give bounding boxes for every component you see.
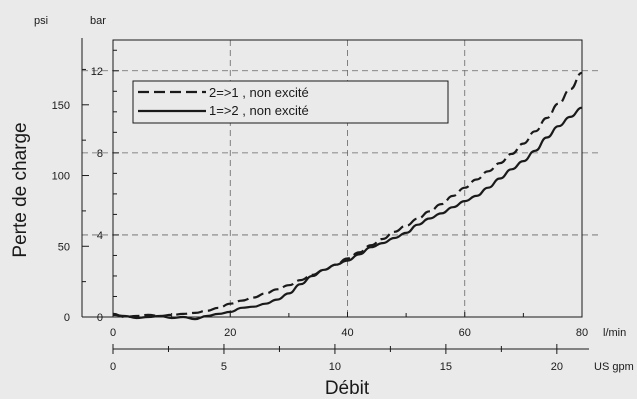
x-unit-gpm: US gpm bbox=[594, 361, 634, 373]
y-axis-title: Perte de charge bbox=[10, 122, 31, 257]
legend: 2=>1 , non excité 1=>2 , non excité bbox=[132, 80, 449, 124]
legend-label-2to1: 2=>1 , non excité bbox=[209, 85, 309, 100]
series-line-2to1-dashed bbox=[112, 71, 583, 319]
y-tick-label-psi-150: 150 bbox=[52, 100, 70, 112]
y-tick-label-bar-12: 12 bbox=[91, 66, 103, 78]
x-tick-label-lpm-0: 0 bbox=[110, 327, 116, 339]
y-unit-psi: psi bbox=[34, 15, 48, 27]
y-unit-bar: bar bbox=[90, 15, 106, 27]
x-tick-label-lpm-40: 40 bbox=[341, 327, 353, 339]
x-tick-label-lpm-20: 20 bbox=[224, 327, 236, 339]
y-tick-label-psi-100: 100 bbox=[52, 171, 70, 183]
x-tick-label-gpm-20: 20 bbox=[551, 361, 563, 373]
y-tick-label-bar-8: 8 bbox=[97, 148, 103, 160]
series-lines bbox=[112, 71, 583, 321]
x-tick-label-gpm-15: 15 bbox=[440, 361, 452, 373]
legend-label-1to2: 1=>2 , non excité bbox=[209, 103, 309, 118]
x-tick-label-gpm-10: 10 bbox=[329, 361, 341, 373]
x-tick-label-lpm-60: 60 bbox=[459, 327, 471, 339]
x-tick-label-gpm-5: 5 bbox=[221, 361, 227, 373]
x-unit-lpm: l/min bbox=[603, 327, 626, 339]
x-axis-title: Débit bbox=[325, 378, 370, 399]
y-tick-label-bar-0: 0 bbox=[97, 312, 103, 324]
series-line-1to2-solid bbox=[112, 106, 583, 321]
axes: 0 4 8 12 0 50 100 150 0 20 40 60 80 0 5 10 15 20 bbox=[52, 38, 589, 373]
y-tick-label-psi-50: 50 bbox=[58, 241, 70, 253]
y-tick-label-psi-0: 0 bbox=[64, 312, 70, 324]
x-tick-label-lpm-80: 80 bbox=[576, 327, 588, 339]
y-tick-label-bar-4: 4 bbox=[97, 230, 103, 242]
x-tick-label-gpm-0: 0 bbox=[110, 361, 116, 373]
legend-box bbox=[132, 80, 449, 124]
